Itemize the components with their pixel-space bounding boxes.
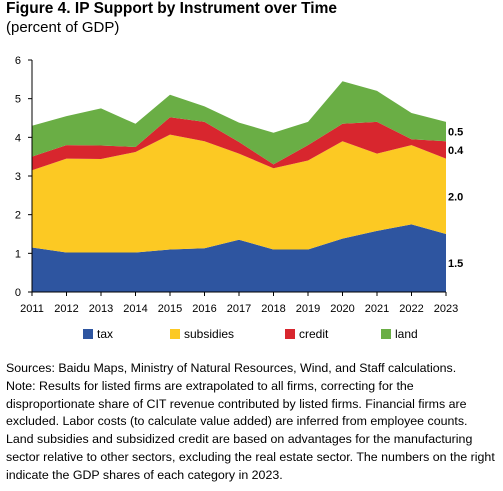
x-tick-label: 2020 [330, 303, 354, 315]
legend-swatch-land [381, 329, 391, 339]
legend-swatch-tax [83, 329, 93, 339]
y-tick-label: 6 [15, 55, 21, 67]
sources-text: Sources: Baidu Maps, Ministry of Natural… [6, 361, 457, 375]
x-tick-label: 2011 [20, 303, 44, 315]
legend-label-credit: credit [299, 327, 329, 341]
legend-swatch-credit [285, 329, 295, 339]
y-tick-label: 3 [15, 171, 21, 183]
legend-label-land: land [395, 327, 418, 341]
x-tick-label: 2019 [296, 303, 320, 315]
chart-title: Figure 4. IP Support by Instrument over … [6, 0, 338, 17]
area-credit [32, 117, 446, 171]
stacked-area-chart: 1.5 2.0 0.4 0.5 0 1 2 3 4 5 6 2011 2012 2013 2014 2015 2… [15, 55, 464, 341]
notes-block: Sources: Baidu Maps, Ministry of Natural… [6, 360, 498, 485]
y-tick-label: 1 [15, 248, 21, 260]
end-label-subsidies: 2.0 [448, 191, 463, 203]
x-tick-label: 2016 [192, 303, 216, 315]
x-tick-label: 2013 [89, 303, 113, 315]
chart-subtitle: (percent of GDP) [6, 19, 120, 36]
y-tick-label: 2 [15, 210, 21, 222]
legend-label-subsidies: subsidies [184, 327, 234, 341]
x-tick-label: 2023 [434, 303, 458, 315]
y-tick-label: 4 [15, 132, 21, 144]
area-land [32, 81, 446, 165]
end-label-tax: 1.5 [448, 258, 463, 270]
x-tick-label: 2014 [123, 303, 147, 315]
x-tick-label: 2015 [158, 303, 182, 315]
x-tick-label: 2022 [399, 303, 423, 315]
x-tick-label: 2012 [54, 303, 78, 315]
y-tick-label: 5 [15, 94, 21, 106]
x-tick-label: 2017 [227, 303, 251, 315]
x-tick-label: 2021 [365, 303, 389, 315]
area-subsidies [32, 134, 446, 253]
area-tax [32, 224, 446, 292]
end-label-credit: 0.4 [448, 145, 464, 157]
x-tick-label: 2018 [261, 303, 285, 315]
note-text: Note: Results for listed firms are extra… [6, 378, 495, 482]
legend-swatch-subsidies [170, 329, 180, 339]
end-label-land: 0.5 [448, 127, 463, 139]
legend-label-tax: tax [97, 327, 113, 341]
y-tick-label: 0 [15, 287, 21, 299]
